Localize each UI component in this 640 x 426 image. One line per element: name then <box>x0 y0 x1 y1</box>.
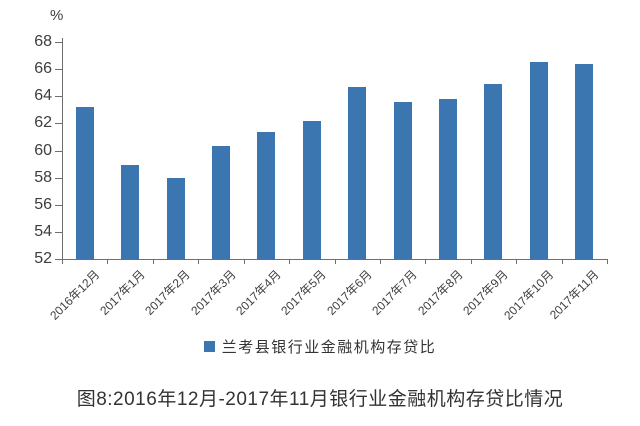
x-axis-label: 2016年12月 <box>46 267 103 323</box>
y-tick-label: 58 <box>34 168 52 186</box>
y-tick-mark <box>55 231 62 233</box>
x-axis-label: 2017年3月 <box>187 267 239 318</box>
bar <box>393 101 412 259</box>
y-tick-label: 62 <box>34 114 52 132</box>
bar <box>166 177 185 259</box>
x-tick-mark <box>243 260 245 264</box>
bar <box>529 62 548 259</box>
bar <box>575 63 594 259</box>
bar <box>75 107 94 259</box>
x-tick-mark <box>470 260 472 264</box>
bar <box>257 131 276 259</box>
x-axis-line <box>62 259 608 260</box>
x-tick-mark <box>289 260 291 264</box>
y-tick-mark <box>55 69 62 71</box>
figure-caption: 图8:2016年12月-2017年11月银行业金融机构存贷比情况 <box>76 389 564 410</box>
x-tick-mark <box>379 260 381 264</box>
y-tick-mark <box>55 259 62 260</box>
x-tick-mark <box>198 260 200 264</box>
x-axis-label: 2017年6月 <box>324 267 375 318</box>
y-tick-mark <box>55 96 62 98</box>
y-tick-mark <box>55 177 62 179</box>
x-tick-mark <box>62 260 63 264</box>
y-tick-label: 68 <box>34 33 52 50</box>
y-tick-mark <box>55 150 62 152</box>
x-tick-mark <box>152 260 154 264</box>
y-axis-unit-label: % <box>50 7 64 24</box>
x-tick-mark <box>425 260 427 264</box>
bar <box>211 146 230 259</box>
y-axis-line <box>62 38 63 259</box>
y-tick-label: 52 <box>34 250 52 267</box>
y-tick-label: 56 <box>34 195 52 213</box>
x-tick-mark <box>334 260 336 264</box>
x-tick-mark <box>516 260 518 264</box>
y-tick-mark <box>55 42 62 43</box>
y-tick-mark <box>55 204 62 206</box>
x-axis-label: 2017年7月 <box>369 267 420 318</box>
x-axis-label: 2017年1月 <box>96 267 148 318</box>
x-tick-mark <box>107 260 109 264</box>
chart-plot-area: % 52 54 56 58 60 62 64 66 68 2016年12月 2017年1月 2017… <box>34 7 608 323</box>
y-tick-label: 54 <box>34 222 52 240</box>
y-tick-mark <box>55 123 62 125</box>
legend-label: 兰考县银行业金融机构存贷比 <box>221 339 437 356</box>
bar <box>348 86 367 259</box>
x-axis-label: 2017年5月 <box>278 267 330 318</box>
bar <box>302 120 321 259</box>
x-tick-mark <box>561 260 563 264</box>
x-axis-label: 2017年2月 <box>142 267 193 318</box>
x-axis-label: 2017年4月 <box>233 267 284 318</box>
bar <box>121 165 140 259</box>
x-tick-mark <box>607 260 608 264</box>
y-tick-label: 64 <box>34 87 52 105</box>
bar <box>484 84 503 259</box>
legend-marker-square <box>203 341 215 352</box>
x-axis-label: 2017年8月 <box>414 267 466 318</box>
y-tick-label: 60 <box>34 141 52 159</box>
legend: 兰考县银行业金融机构存贷比 <box>0 336 640 357</box>
y-tick-label: 66 <box>34 60 52 78</box>
bar <box>439 98 458 259</box>
